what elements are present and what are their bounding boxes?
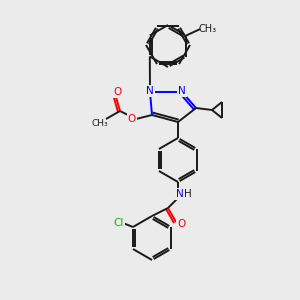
Text: O: O bbox=[128, 114, 136, 124]
Text: O: O bbox=[177, 219, 185, 229]
Text: H: H bbox=[184, 189, 192, 199]
Text: CH₃: CH₃ bbox=[92, 118, 108, 127]
Text: N: N bbox=[176, 189, 184, 199]
Text: N: N bbox=[178, 86, 186, 96]
Text: O: O bbox=[113, 87, 121, 97]
Text: Cl: Cl bbox=[114, 218, 124, 228]
Text: N: N bbox=[146, 86, 154, 96]
Text: CH₃: CH₃ bbox=[198, 25, 216, 34]
